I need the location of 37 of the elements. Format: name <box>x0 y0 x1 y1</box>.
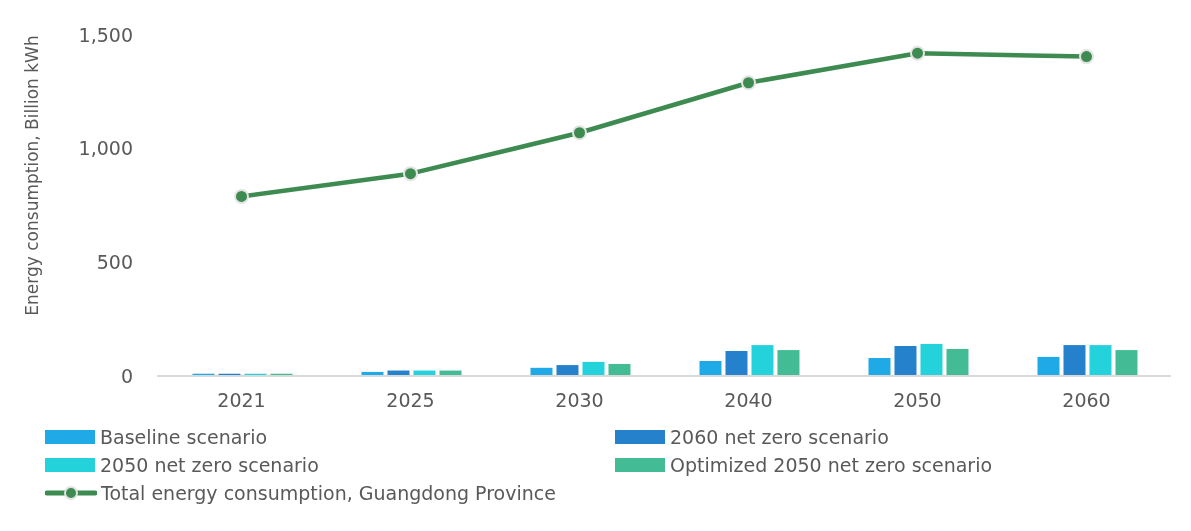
legend-label: Optimized 2050 net zero scenario <box>670 454 993 476</box>
bar <box>725 350 748 376</box>
x-tick-label: 2050 <box>893 389 942 412</box>
legend-label: Baseline scenario <box>100 426 268 448</box>
y-tick-label: 0 <box>120 364 133 387</box>
point <box>1079 49 1094 65</box>
x-tick-label: 2060 <box>1062 389 1111 412</box>
legend-label: Total energy consumption, Guangdong Province <box>101 482 556 504</box>
bar <box>1089 345 1112 376</box>
y-tick-label: 1,500 <box>78 23 133 46</box>
bar <box>556 365 579 376</box>
point <box>741 75 756 91</box>
y-tick-label: 1,000 <box>78 137 133 160</box>
bar <box>894 345 917 376</box>
legend-label: 2060 net zero scenario <box>670 426 889 448</box>
bar <box>946 348 969 376</box>
point <box>234 188 249 204</box>
bar <box>920 343 943 376</box>
bar <box>699 361 722 376</box>
x-tick-label: 2030 <box>555 389 604 412</box>
bar <box>608 363 631 376</box>
y-axis-title: Energy consumption, Billion kWh <box>22 35 42 316</box>
x-tick-label: 2025 <box>386 389 435 412</box>
x-tick-label: 2021 <box>217 389 266 412</box>
legend-label: 2050 net zero scenario <box>100 454 319 476</box>
point <box>572 125 587 141</box>
y-tick-label: 500 <box>96 251 133 274</box>
bar <box>1063 345 1086 376</box>
bar <box>1037 356 1060 376</box>
bar <box>777 350 800 376</box>
bar <box>582 361 605 376</box>
bar <box>751 345 774 376</box>
point <box>910 45 925 61</box>
point <box>403 166 418 182</box>
x-tick-label: 2040 <box>724 389 773 412</box>
bar <box>1115 350 1138 376</box>
bar <box>868 358 891 376</box>
